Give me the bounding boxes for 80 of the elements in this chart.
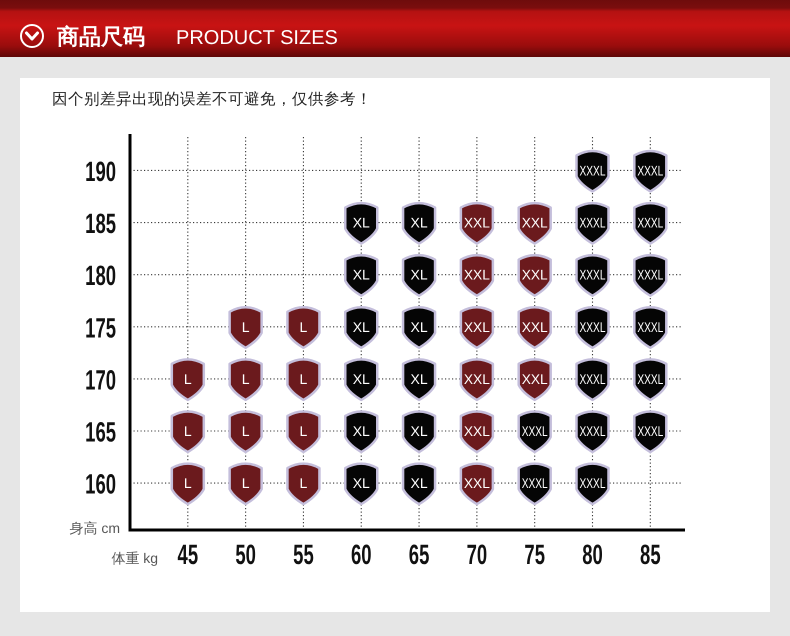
series-label: L: [242, 475, 250, 492]
text: XL: [352, 318, 370, 335]
point: [286, 410, 321, 454]
text: XL: [352, 214, 370, 231]
text: XL: [410, 266, 428, 283]
text: L: [242, 318, 250, 335]
text: XXL: [522, 214, 548, 231]
x-tick-label: 85: [640, 540, 661, 572]
y-tick-label: 170: [85, 366, 116, 396]
y-tick-label: 185: [85, 209, 116, 240]
text: XXL: [522, 266, 548, 283]
point: [286, 306, 321, 350]
text: XXXL: [637, 267, 664, 284]
point: [170, 462, 206, 506]
point: [228, 462, 263, 506]
text: L: [300, 475, 308, 492]
text: L: [242, 423, 250, 439]
text: XL: [410, 475, 428, 492]
text: L: [184, 423, 192, 439]
y-tick-label: 180: [85, 262, 116, 292]
text: XXL: [522, 370, 548, 387]
x-tick-label: 50: [235, 540, 256, 572]
text: XXL: [464, 266, 490, 283]
text: XL: [352, 475, 370, 492]
point: [170, 358, 206, 402]
text: XL: [352, 370, 370, 387]
text: XXL: [464, 422, 490, 440]
x-tick-label: 55: [293, 540, 314, 572]
text: XXXL: [580, 319, 606, 336]
text: XXXL: [580, 214, 606, 232]
point: [286, 462, 321, 506]
point: [228, 358, 263, 402]
text: L: [184, 475, 192, 492]
text: XL: [410, 370, 428, 387]
text: L: [300, 370, 308, 387]
y-tick-label: 175: [85, 314, 116, 344]
text: XXXL: [637, 371, 664, 388]
y-axis-title: 身高 cm: [69, 520, 120, 536]
text: L: [184, 370, 192, 387]
point: [170, 410, 206, 454]
text: XXL: [522, 318, 548, 335]
x-tick-label: 60: [350, 540, 372, 572]
series-label: XXXL: [522, 476, 548, 492]
chart-title: 商品尺码: [56, 24, 145, 49]
y-tick-label: 190: [85, 157, 116, 188]
series-label: XXL: [464, 474, 490, 492]
text: XL: [352, 423, 370, 439]
text: XXL: [464, 318, 490, 335]
chart-subtitle: PRODUCT SIZES: [176, 27, 338, 49]
text: XXXL: [580, 476, 606, 492]
point: [286, 358, 321, 402]
text: L: [300, 318, 308, 335]
x-tick-label: 75: [524, 540, 545, 572]
text: XXXL: [580, 371, 606, 388]
text: XXXL: [580, 267, 606, 284]
text: XXL: [464, 214, 490, 231]
x-tick-label: 70: [466, 540, 488, 572]
text: XXXL: [637, 319, 664, 336]
text: XL: [352, 266, 370, 283]
text: XL: [410, 214, 428, 231]
y-tick-label: 160: [85, 470, 116, 501]
point: [228, 410, 263, 454]
x-tick-label: 80: [582, 540, 603, 572]
text: XXXL: [637, 162, 664, 179]
text: XXXL: [637, 423, 664, 440]
text: XXXL: [580, 423, 606, 440]
text: XXXL: [637, 214, 664, 232]
text: 因个别差异出现的误差不可避免，仅供参考！: [52, 90, 372, 108]
y-tick-label: 165: [85, 418, 116, 449]
text: XL: [410, 423, 428, 439]
point: [228, 306, 263, 350]
text: XXXL: [522, 423, 548, 440]
text: XXL: [464, 370, 490, 387]
text: L: [300, 423, 308, 439]
text: L: [242, 370, 250, 387]
series-label: XL: [410, 318, 428, 335]
text: XXXL: [580, 162, 606, 179]
x-tick-label: 45: [178, 540, 198, 572]
x-tick-label: 65: [408, 540, 430, 572]
x-axis-title: 体重 kg: [111, 550, 158, 566]
